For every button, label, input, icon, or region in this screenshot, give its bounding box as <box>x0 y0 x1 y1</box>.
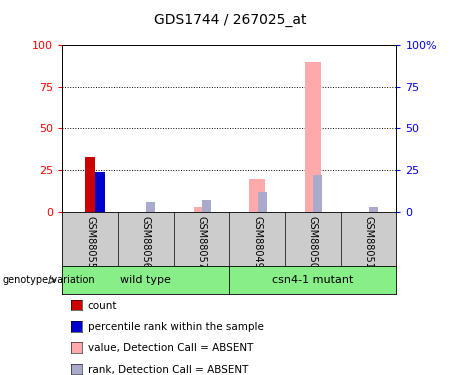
Text: GSM88051: GSM88051 <box>364 216 373 269</box>
Bar <box>95 172 105 212</box>
Text: rank, Detection Call = ABSENT: rank, Detection Call = ABSENT <box>88 365 248 375</box>
Bar <box>369 207 378 212</box>
Text: GDS1744 / 267025_at: GDS1744 / 267025_at <box>154 13 307 27</box>
Text: percentile rank within the sample: percentile rank within the sample <box>88 322 264 332</box>
Text: count: count <box>88 301 117 310</box>
Text: csn4-1 mutant: csn4-1 mutant <box>272 275 354 285</box>
Bar <box>313 175 322 212</box>
Bar <box>202 200 211 212</box>
Text: GSM88049: GSM88049 <box>252 216 262 269</box>
Bar <box>249 178 265 212</box>
Text: genotype/variation: genotype/variation <box>2 275 95 285</box>
Text: wild type: wild type <box>120 275 171 285</box>
Text: GSM88050: GSM88050 <box>308 216 318 269</box>
Text: GSM88056: GSM88056 <box>141 216 151 269</box>
Text: value, Detection Call = ABSENT: value, Detection Call = ABSENT <box>88 344 253 353</box>
Bar <box>194 207 209 212</box>
Bar <box>305 62 321 212</box>
Bar <box>146 202 155 212</box>
Bar <box>85 157 95 212</box>
Text: GSM88055: GSM88055 <box>85 216 95 269</box>
Text: GSM88057: GSM88057 <box>196 216 207 269</box>
Bar <box>258 192 267 212</box>
